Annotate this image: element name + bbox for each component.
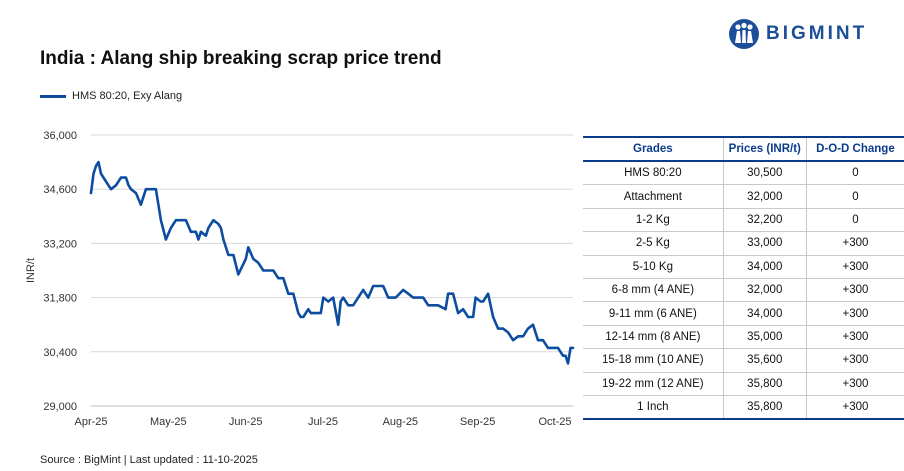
header-dod-change: D-O-D Change — [806, 136, 904, 162]
table-row: 12-14 mm (8 ANE) 35,000 +300 — [583, 325, 904, 350]
header-prices: Prices (INR/t) — [723, 136, 807, 162]
x-tick-label: Aug-25 — [383, 416, 418, 428]
grade-cell: 5-10 Kg — [583, 255, 724, 279]
table-row: 19-22 mm (12 ANE) 35,800 +300 — [583, 372, 904, 396]
x-tick-label: Apr-25 — [74, 416, 107, 428]
chart-title: India : Alang ship breaking scrap price … — [40, 48, 442, 69]
x-tick-label: Oct-25 — [538, 416, 571, 428]
price-cell: 33,000 — [723, 231, 807, 256]
y-tick-label: 34,600 — [43, 184, 77, 196]
table-row: HMS 80:20 30,500 0 — [583, 161, 904, 186]
y-axis-label: INR/t — [25, 258, 37, 283]
brand-logo: BIGMINT — [728, 18, 867, 50]
header-grades: Grades — [583, 136, 724, 162]
table-row: 2-5 Kg 33,000 +300 — [583, 231, 904, 256]
table-row: 1-2 Kg 32,200 0 — [583, 208, 904, 233]
x-tick-label: Jul-25 — [308, 416, 338, 428]
change-cell: +300 — [806, 255, 904, 279]
table-row: 6-8 mm (4 ANE) 32,000 +300 — [583, 278, 904, 303]
grade-cell: Attachment — [583, 184, 724, 209]
change-cell: +300 — [806, 372, 904, 396]
legend-swatch — [40, 94, 66, 98]
grades-price-table: Grades Prices (INR/t) D-O-D Change HMS 8… — [583, 136, 904, 421]
y-tick-label: 31,800 — [43, 293, 77, 305]
change-cell: 0 — [806, 184, 904, 209]
grade-cell: 12-14 mm (8 ANE) — [583, 325, 724, 350]
chart-legend: HMS 80:20, Exy Alang — [40, 90, 182, 102]
change-cell: 0 — [806, 161, 904, 186]
grade-cell: 9-11 mm (6 ANE) — [583, 301, 724, 326]
price-cell: 32,000 — [723, 184, 807, 209]
change-cell: +300 — [806, 325, 904, 350]
price-trend-chart: 36,000 34,600 33,200 31,800 30,400 29,000 Apr-… — [25, 130, 575, 428]
y-tick-label: 30,400 — [43, 347, 77, 359]
legend-label: HMS 80:20, Exy Alang — [72, 90, 183, 102]
y-tick-label: 33,200 — [43, 238, 77, 250]
y-tick-label: 36,000 — [43, 130, 77, 142]
change-cell: 0 — [806, 208, 904, 233]
table-row: 1 Inch 35,800 +300 — [583, 395, 904, 421]
table-row: 15-18 mm (10 ANE) 35,600 +300 — [583, 348, 904, 373]
grade-cell: 1 Inch — [583, 395, 724, 421]
source-footer: Source : BigMint | Last updated : 11-10-… — [40, 454, 258, 466]
grade-cell: 15-18 mm (10 ANE) — [583, 348, 724, 373]
table-row: 5-10 Kg 34,000 +300 — [583, 255, 904, 279]
price-cell: 32,000 — [723, 278, 807, 303]
series-line-hms-80-20 — [89, 160, 575, 365]
price-cell: 35,800 — [723, 395, 807, 421]
change-cell: +300 — [806, 231, 904, 256]
x-tick-label: May-25 — [150, 416, 187, 428]
change-cell: +300 — [806, 278, 904, 303]
change-cell: +300 — [806, 301, 904, 326]
price-cell: 34,000 — [723, 255, 807, 279]
price-cell: 30,500 — [723, 161, 807, 186]
grade-cell: 19-22 mm (12 ANE) — [583, 372, 724, 396]
y-tick-label: 29,000 — [43, 401, 77, 413]
price-cell: 35,800 — [723, 372, 807, 396]
x-tick-label: Sep-25 — [460, 416, 495, 428]
bigmint-logo-icon — [729, 19, 759, 49]
x-tick-label: Jun-25 — [229, 416, 263, 428]
change-cell: +300 — [806, 348, 904, 373]
grade-cell: 1-2 Kg — [583, 208, 724, 233]
grade-cell: 2-5 Kg — [583, 231, 724, 256]
price-cell: 32,200 — [723, 208, 807, 233]
price-cell: 35,000 — [723, 325, 807, 350]
price-cell: 34,000 — [723, 301, 807, 326]
table-row: 9-11 mm (6 ANE) 34,000 +300 — [583, 301, 904, 326]
table-row: Attachment 32,000 0 — [583, 184, 904, 209]
grade-cell: HMS 80:20 — [583, 161, 724, 186]
change-cell: +300 — [806, 395, 904, 421]
price-cell: 35,600 — [723, 348, 807, 373]
grade-cell: 6-8 mm (4 ANE) — [583, 278, 724, 303]
table-header-row: Grades Prices (INR/t) D-O-D Change — [583, 136, 904, 162]
logo-text: BIGMINT — [766, 23, 868, 44]
